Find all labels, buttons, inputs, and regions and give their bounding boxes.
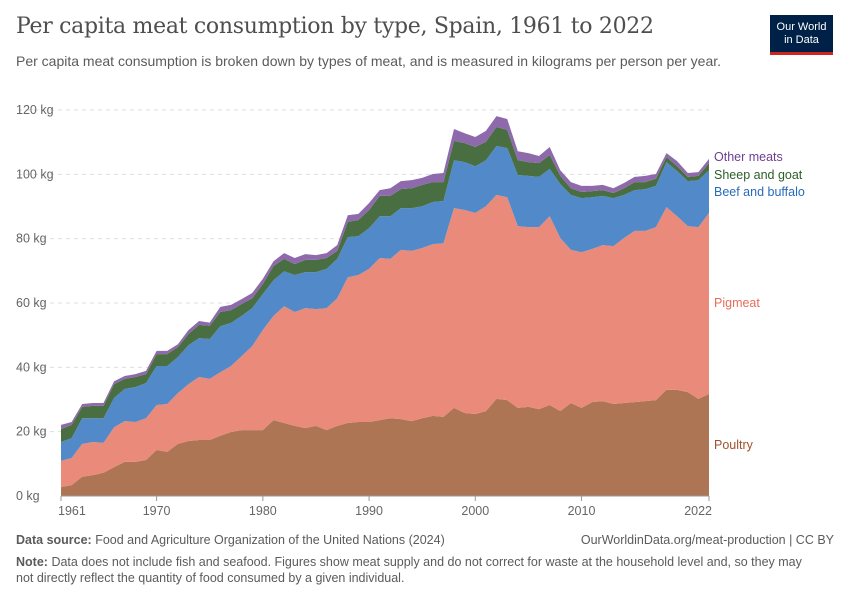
- y-tick-label: 120 kg: [16, 103, 54, 117]
- area-poultry: [61, 389, 709, 496]
- x-tick-label: 1990: [355, 504, 383, 518]
- y-tick-label: 100 kg: [16, 167, 54, 181]
- footnote: Note: Data does not include fish and sea…: [16, 554, 806, 586]
- logo-line-2: in Data: [784, 33, 819, 46]
- legend-label-other-meats: Other meats: [714, 150, 783, 164]
- source-text: Food and Agriculture Organization of the…: [95, 533, 445, 547]
- legend-label-beef-and-buffalo: Beef and buffalo: [714, 185, 805, 199]
- data-source: Data source: Food and Agriculture Organi…: [16, 533, 445, 547]
- area-pigmeat: [61, 194, 709, 487]
- y-tick-label: 20 kg: [16, 425, 47, 439]
- note-text: Data does not include fish and seafood. …: [16, 555, 802, 585]
- legend-label-poultry: Poultry: [714, 438, 754, 452]
- legend-label-pigmeat: Pigmeat: [714, 296, 760, 310]
- note-label: Note:: [16, 555, 48, 569]
- y-tick-label: 80 kg: [16, 232, 47, 246]
- x-tick-label: 2022: [684, 504, 712, 518]
- x-tick-label: 1970: [143, 504, 171, 518]
- chart-title: Per capita meat consumption by type, Spa…: [16, 14, 654, 39]
- source-url-link[interactable]: OurWorldinData.org/meat-production | CC …: [580, 533, 834, 547]
- y-tick-label: 40 kg: [16, 360, 47, 374]
- y-tick-label: 60 kg: [16, 296, 47, 310]
- owid-logo[interactable]: Our World in Data: [770, 15, 833, 55]
- x-tick-label: 2000: [461, 504, 489, 518]
- x-tick-label: 1980: [249, 504, 277, 518]
- chart-subtitle: Per capita meat consumption is broken do…: [16, 53, 722, 69]
- source-label: Data source:: [16, 533, 92, 547]
- logo-line-1: Our World: [776, 20, 827, 33]
- legend-label-sheep-and-goat: Sheep and goat: [714, 168, 803, 182]
- x-tick-label: 2010: [568, 504, 596, 518]
- y-tick-label: 0 kg: [16, 489, 40, 503]
- x-tick-label: 1961: [58, 504, 86, 518]
